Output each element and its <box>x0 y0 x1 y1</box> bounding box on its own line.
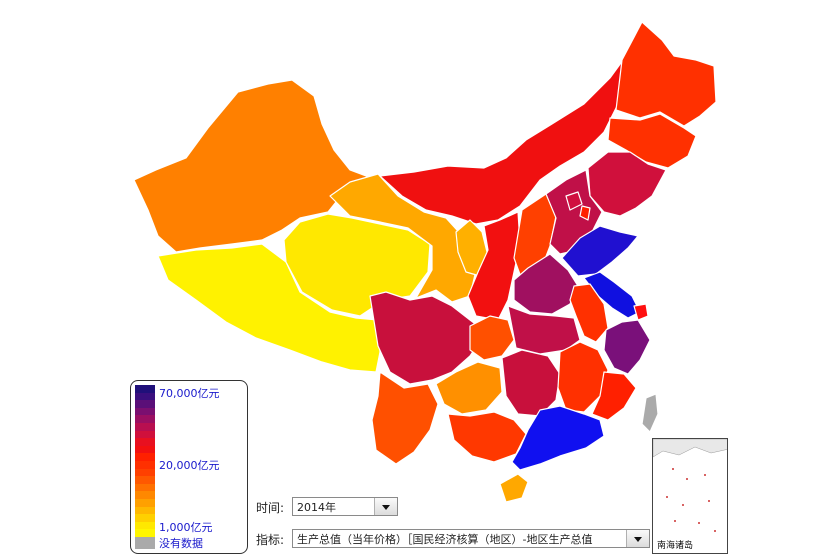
legend: 70,000亿元 20,000亿元 1,000亿元 没有数据 <box>130 380 248 554</box>
indicator-select-value: 生产总值（当年价格）［国民经济核算（地区）-地区生产总值 <box>297 533 593 546</box>
legend-color-step <box>135 506 155 515</box>
province-guangxi[interactable] <box>447 411 527 463</box>
legend-color-step <box>135 430 155 439</box>
province-yunnan[interactable] <box>371 371 439 465</box>
time-select[interactable]: 2014年 <box>292 497 398 516</box>
province-shaanxi[interactable] <box>467 211 521 321</box>
time-select-dropdown-button[interactable] <box>374 498 397 515</box>
province-heilongjiang[interactable] <box>615 21 717 127</box>
province-chongqing[interactable] <box>469 315 515 361</box>
legend-color-step <box>135 400 155 408</box>
legend-color-step <box>135 445 155 454</box>
time-select-value: 2014年 <box>297 501 336 514</box>
south-china-sea-inset: 南海诸岛 <box>652 438 728 554</box>
legend-color-step <box>135 521 155 530</box>
legend-color-step <box>135 476 155 484</box>
inset-label: 南海诸岛 <box>657 541 694 551</box>
legend-color-step <box>135 407 155 416</box>
legend-color-step <box>135 453 155 461</box>
chevron-down-icon <box>634 537 642 542</box>
indicator-select-dropdown-button[interactable] <box>626 530 649 547</box>
chevron-down-icon <box>382 505 390 510</box>
legend-color-step <box>135 392 155 401</box>
legend-color-step <box>135 385 155 393</box>
legend-min-label: 1,000亿元 <box>159 521 213 534</box>
legend-color-step <box>135 468 155 477</box>
province-fujian[interactable] <box>591 371 637 421</box>
inset-map <box>653 439 727 532</box>
legend-color-step <box>135 438 155 446</box>
province-guangdong[interactable] <box>511 405 605 471</box>
province-anhui[interactable] <box>569 283 609 343</box>
inset-island-dots <box>666 468 716 532</box>
legend-color-step <box>135 422 155 431</box>
legend-color-step <box>135 415 155 423</box>
province-gansu[interactable] <box>329 173 477 303</box>
indicator-label: 指标: <box>256 533 285 547</box>
province-hainan[interactable] <box>499 473 529 503</box>
province-taiwan[interactable] <box>641 393 659 433</box>
province-guizhou[interactable] <box>435 361 503 415</box>
time-label: 时间: <box>256 501 285 515</box>
province-shandong[interactable] <box>561 225 639 277</box>
province-hunan[interactable] <box>501 349 561 417</box>
inset-mainland-coast <box>653 439 727 458</box>
legend-max-label: 70,000亿元 <box>159 387 220 400</box>
province-beijing[interactable] <box>565 191 583 211</box>
provinces-layer <box>133 21 717 503</box>
province-shanghai[interactable] <box>633 303 649 321</box>
legend-color-step <box>135 460 155 469</box>
province-jilin[interactable] <box>607 113 697 169</box>
legend-color-step <box>135 483 155 492</box>
province-xizang[interactable] <box>157 243 381 373</box>
province-liaoning[interactable] <box>587 151 667 217</box>
legend-color-step <box>135 498 155 507</box>
legend-color-scale <box>135 385 155 549</box>
legend-nodata-label: 没有数据 <box>159 537 203 550</box>
province-zhejiang[interactable] <box>603 319 651 375</box>
legend-nodata-swatch <box>135 536 155 549</box>
legend-color-step <box>135 491 155 499</box>
province-tianjin[interactable] <box>579 205 591 221</box>
legend-color-step <box>135 529 155 537</box>
legend-mid-label: 20,000亿元 <box>159 459 220 472</box>
legend-color-step <box>135 514 155 522</box>
indicator-select[interactable]: 生产总值（当年价格）［国民经济核算（地区）-地区生产总值 <box>292 529 650 548</box>
